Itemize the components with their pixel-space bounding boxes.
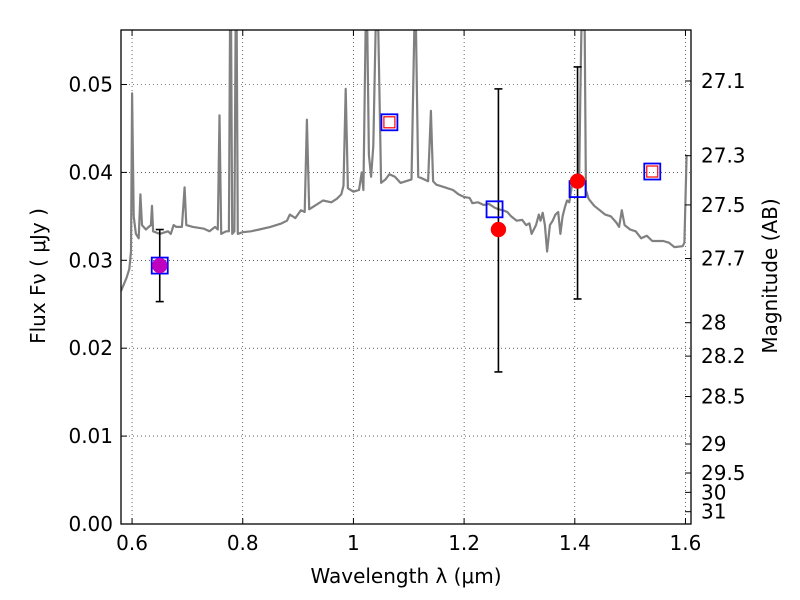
y-tick-label: 0.03 [68, 248, 113, 272]
observed-flux-point [151, 257, 168, 274]
observed-flux-point [490, 221, 507, 238]
magnitude-tick-label: 28.5 [701, 385, 746, 409]
magnitude-tick-label: 27.1 [701, 69, 746, 93]
x-tick-label: 0.8 [227, 531, 259, 555]
y-tick-label: 0.02 [68, 336, 113, 360]
magnitude-tick-label: 27.7 [701, 247, 746, 271]
magnitude-tick-label: 29.5 [701, 461, 746, 485]
x-tick-label: 1.2 [448, 531, 480, 555]
magnitude-tick-label: 28 [701, 311, 726, 335]
upper-limit-marker [383, 116, 396, 129]
model-spectrum-layer [121, 30, 688, 292]
x-tick-label: 1.6 [670, 531, 702, 555]
y-axis-label: Flux Fν ( μJy ) [26, 208, 50, 344]
upper-limit-marker [646, 165, 659, 178]
y-tick-label: 0.00 [68, 512, 113, 536]
x-tick-label: 1.4 [559, 531, 591, 555]
y-tick-label: 0.01 [68, 424, 113, 448]
data-points-layer [150, 66, 662, 373]
x-axis-label: Wavelength λ (μm) [310, 564, 501, 588]
plot-frame [120, 29, 692, 525]
y-tick-label: 0.05 [68, 72, 113, 96]
y-tick-label: 0.04 [68, 160, 113, 184]
axis-ticks: 0.6 0.8 1 1.2 1.4 1.6 0.00 0.01 0.02 0.03 0.04 0.05… [68, 30, 746, 555]
observed-flux-point [569, 173, 586, 189]
magnitude-tick-label: 29 [701, 432, 726, 456]
model-photometry-square [643, 162, 662, 181]
model-photometry-square [380, 113, 399, 132]
right-axis-label: Magnitude (AB) [758, 198, 782, 353]
x-tick-label: 0.6 [116, 531, 148, 555]
magnitude-tick-label: 28.2 [701, 344, 746, 368]
magnitude-tick-label: 27.3 [701, 144, 746, 168]
model-spectrum-line [121, 30, 688, 292]
magnitude-tick-label: 31 [701, 500, 726, 524]
model-photometry-square [150, 256, 169, 275]
magnitude-tick-label: 30 [701, 480, 726, 504]
model-photometry-square [485, 200, 504, 219]
magnitude-tick-label: 27.5 [701, 193, 746, 217]
x-tick-label: 1 [347, 531, 360, 555]
